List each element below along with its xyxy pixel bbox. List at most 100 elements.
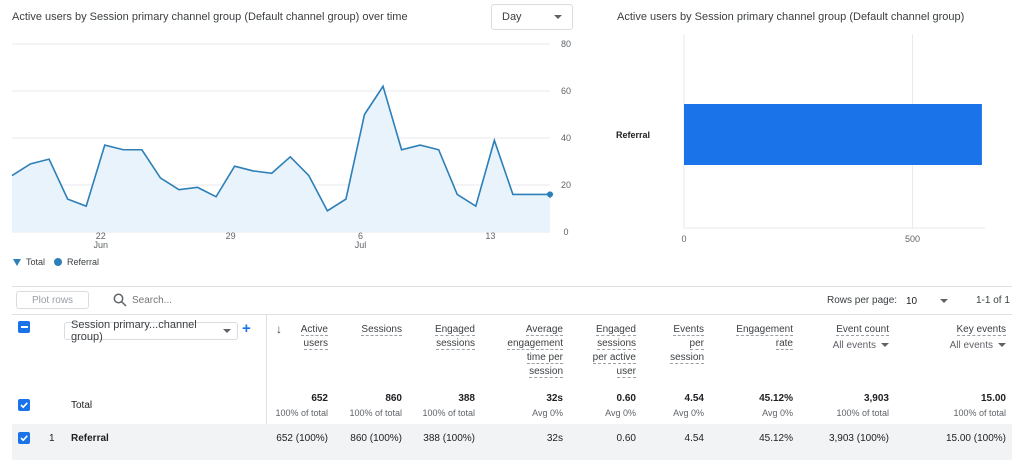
row-value: 15.00 (100%): [945, 433, 1006, 444]
bar-chart: 0 500 Referral: [616, 34, 985, 244]
x-tick-label: 22: [96, 231, 106, 241]
chevron-down-icon: [223, 329, 231, 333]
row-value: 3,903 (100%): [828, 433, 889, 444]
x-tick-label: 0: [681, 234, 686, 244]
select-all-checkbox[interactable]: [18, 321, 30, 333]
plot-rows-label: Plot rows: [31, 294, 74, 306]
column-header-label: Event count: [836, 324, 889, 336]
column-header[interactable]: Events per session: [644, 323, 704, 365]
divider: [12, 314, 1012, 315]
x-tick-label: 13: [485, 231, 495, 241]
column-divider: [266, 314, 267, 460]
total-percent: 100% of total: [349, 408, 402, 418]
column-header-label: Engaged: [595, 324, 636, 336]
referral-legend-icon: [54, 258, 63, 266]
total-percent: 100% of total: [275, 408, 328, 418]
legend-total: Total: [26, 257, 46, 267]
total-label: Total: [71, 400, 93, 411]
total-checkbox[interactable]: [18, 399, 30, 411]
total-percent: Avg 0%: [532, 408, 563, 418]
row-value: 32s: [546, 433, 563, 444]
total-value: 0.60: [616, 393, 636, 404]
x-tick-label: 6: [358, 231, 363, 241]
rows-per-page-select[interactable]: 10: [906, 292, 948, 310]
column-header-label: Events: [673, 324, 704, 336]
granularity-value: Day: [502, 11, 522, 23]
row-checkbox[interactable]: [18, 432, 30, 444]
y-tick-label: 0: [563, 227, 568, 237]
y-tick-label: 80: [561, 39, 571, 49]
column-header-label: engagement: [507, 338, 563, 350]
granularity-select[interactable]: Day: [491, 4, 573, 30]
x-tick-month: Jul: [355, 240, 367, 250]
total-value: 3,903: [863, 393, 889, 404]
column-header-label: users: [303, 338, 328, 350]
row-value: 45.12%: [759, 433, 793, 444]
column-header-label: per: [689, 338, 704, 350]
column-header-label: Engagement: [736, 324, 793, 336]
search-input[interactable]: [132, 292, 432, 308]
column-header[interactable]: Engaged sessions per active user: [566, 323, 636, 379]
total-value: 4.54: [684, 393, 704, 404]
add-dimension-button[interactable]: +: [242, 320, 251, 337]
x-tick-label: 500: [905, 234, 920, 244]
total-value: 15.00: [980, 393, 1006, 404]
bar-category-label: Referral: [616, 130, 650, 140]
chevron-down-icon: [998, 343, 1006, 348]
dimension-value: Session primary...channel group): [71, 319, 197, 343]
chevron-down-icon: [940, 299, 948, 303]
line-chart-title: Active users by Session primary channel …: [12, 11, 408, 23]
bar-referral: [684, 104, 982, 165]
column-header-label: rate: [775, 338, 793, 350]
sort-arrow-icon[interactable]: ↓: [276, 322, 282, 336]
total-value: 32s: [546, 393, 563, 404]
column-header[interactable]: Sessions: [332, 323, 402, 337]
row-label[interactable]: Referral: [71, 433, 109, 444]
column-header-label: session: [670, 352, 704, 364]
table-row[interactable]: [12, 424, 1012, 460]
row-value: 652 (100%): [276, 433, 328, 444]
total-percent: 100% of total: [422, 408, 475, 418]
total-percent: Avg 0%: [762, 408, 793, 418]
row-value: 0.60: [616, 433, 636, 444]
series-area: [12, 86, 550, 232]
line-legend: Total Referral: [12, 257, 99, 267]
column-header-label: Sessions: [361, 324, 402, 336]
column-header[interactable]: Key events All events: [906, 323, 1006, 353]
x-tick-month: Jun: [94, 240, 109, 250]
total-value: 860: [385, 393, 402, 404]
column-header-label: Key events: [956, 324, 1006, 336]
row-value: 4.54: [684, 433, 704, 444]
total-value: 652: [311, 393, 328, 404]
total-value: 45.12%: [759, 393, 793, 404]
dimension-select[interactable]: Session primary...channel group): [64, 319, 238, 343]
column-header[interactable]: Engagement rate: [713, 323, 793, 351]
total-percent: 100% of total: [953, 408, 1006, 418]
plot-rows-button[interactable]: Plot rows: [16, 291, 89, 309]
column-header[interactable]: Active users: [268, 323, 328, 351]
column-header[interactable]: Event count All events: [799, 323, 889, 353]
column-header[interactable]: Average engagement time per session: [483, 323, 563, 379]
row-value: 388 (100%): [423, 433, 475, 444]
column-header-label: time per: [526, 352, 563, 364]
row-value: 860 (100%): [350, 433, 402, 444]
column-header-label: Average: [525, 324, 563, 336]
column-header[interactable]: Engaged sessions: [405, 323, 475, 351]
total-percent: Avg 0%: [673, 408, 704, 418]
y-tick-label: 20: [561, 180, 571, 190]
metric-filter-select[interactable]: All events: [949, 340, 993, 351]
divider: [12, 286, 1012, 287]
total-legend-icon: [13, 259, 21, 266]
rows-per-page-label: Rows per page:: [827, 295, 898, 306]
column-header-label: per active: [592, 352, 636, 364]
y-tick-label: 40: [561, 133, 571, 143]
total-value: 388: [458, 393, 475, 404]
chevron-down-icon: [881, 343, 889, 348]
column-header-label: sessions: [597, 338, 636, 350]
column-header-label: user: [616, 366, 636, 378]
metric-filter-select[interactable]: All events: [832, 340, 876, 351]
total-end-marker: [546, 193, 554, 199]
total-percent: 100% of total: [836, 408, 889, 418]
row-index: 1: [49, 433, 55, 444]
